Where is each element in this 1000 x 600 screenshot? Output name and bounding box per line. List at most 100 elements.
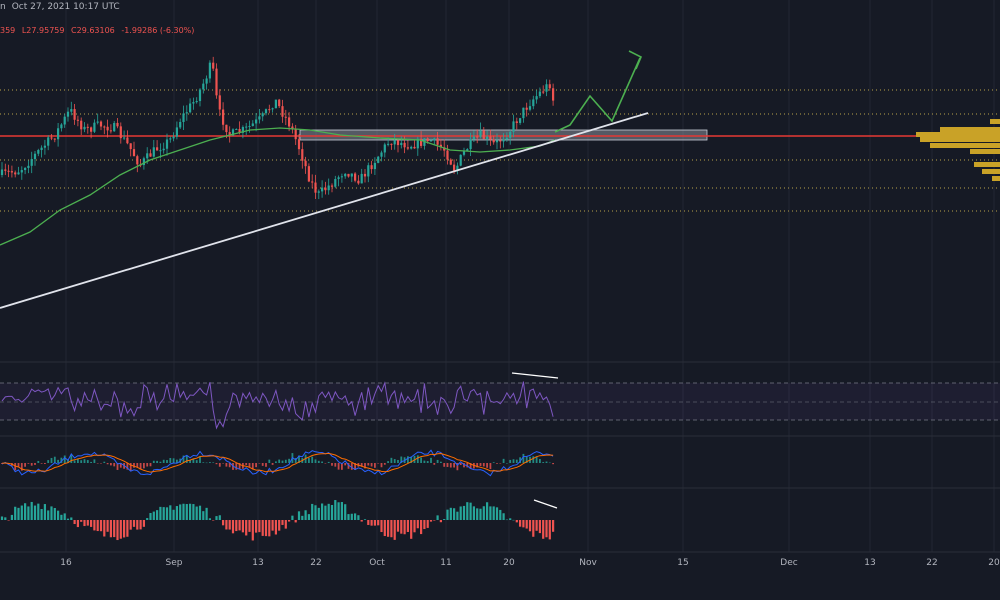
candle-body [542, 91, 545, 93]
momentum-histogram-bar [532, 520, 535, 537]
candle-body [416, 138, 419, 149]
macd-histogram-bar [492, 462, 495, 463]
momentum-histogram-bar [268, 520, 271, 537]
momentum-histogram-bar [73, 520, 76, 525]
momentum-histogram-bar [80, 520, 83, 522]
momentum-histogram-bar [439, 520, 442, 523]
macd-histogram-bar [397, 459, 399, 463]
momentum-histogram-bar [175, 506, 178, 520]
candle-body [373, 162, 376, 170]
x-tick-label: Dec [780, 558, 798, 568]
candle-body [482, 130, 485, 139]
momentum-histogram-bar [103, 520, 106, 537]
momentum-histogram-bar [334, 500, 337, 520]
momentum-histogram-bar [149, 513, 152, 520]
candle-body [410, 146, 413, 149]
signal-line [1, 452, 554, 473]
macd-histogram-bar [83, 459, 86, 463]
momentum-histogram-bar [294, 520, 297, 523]
macd-histogram-bar [446, 463, 449, 467]
candle-body [380, 152, 383, 157]
candle-body [241, 127, 244, 133]
macd-histogram-bar [192, 458, 195, 463]
macd-histogram-bar [548, 462, 551, 464]
candle-body [14, 172, 17, 175]
momentum-histogram-bar [360, 520, 363, 522]
momentum-histogram-bar [472, 506, 475, 520]
macd-histogram-bar [271, 463, 274, 465]
momentum-histogram-bar [390, 520, 393, 538]
momentum-histogram-bar [60, 514, 63, 520]
momentum-histogram-bar [387, 520, 390, 537]
macd-histogram-bar [172, 458, 175, 463]
macd-histogram-bar [456, 463, 459, 471]
macd-histogram-bar [63, 455, 66, 463]
momentum-histogram-bar [33, 505, 37, 520]
momentum-histogram-bar [350, 513, 353, 520]
macd-histogram-bar [268, 459, 271, 463]
candle-body [357, 180, 360, 184]
momentum-histogram-bar [231, 520, 235, 534]
momentum-histogram-bar [192, 504, 195, 520]
macd-histogram-bar [146, 463, 149, 467]
candle-body [165, 139, 169, 149]
momentum-histogram-bar [486, 502, 489, 520]
momentum-histogram-bar [136, 520, 139, 530]
candle-body [215, 68, 218, 96]
macd-histogram-bar [215, 463, 218, 465]
macd-histogram-bar [496, 463, 498, 464]
candle-body [479, 130, 482, 137]
candle-body [96, 121, 99, 123]
candle-body [522, 107, 525, 119]
rsi-band [0, 383, 1000, 420]
macd-histogram-bar [542, 462, 545, 463]
candle-body [248, 126, 251, 128]
macd-histogram-bar [37, 460, 40, 463]
macd-histogram-bar [350, 463, 353, 470]
momentum-histogram-bar [241, 520, 244, 533]
candle-body [436, 138, 439, 145]
momentum-histogram-bar [545, 520, 548, 538]
open-value: 359 [0, 26, 16, 35]
candle-body [136, 156, 139, 165]
macd-histogram-bar [139, 463, 142, 470]
volume-profile-bar [992, 176, 1000, 181]
candle-body [406, 147, 409, 149]
macd-histogram-bar [17, 463, 20, 467]
macd-histogram-bar [245, 463, 248, 465]
momentum-histogram-bar [212, 520, 215, 521]
macd-histogram-bar [374, 463, 376, 468]
momentum-histogram-bar [248, 520, 251, 532]
candle-body [149, 153, 152, 157]
volume-profile-bar [974, 162, 1000, 167]
momentum-histogram-bar [330, 505, 334, 520]
candle-body [30, 159, 33, 166]
candle-body [93, 122, 96, 132]
momentum-histogram-bar [165, 507, 169, 520]
momentum-histogram-bar [182, 503, 185, 520]
macd-histogram-bar [162, 459, 165, 463]
momentum-histogram-bar [53, 508, 56, 520]
momentum-histogram-bar [505, 519, 508, 521]
momentum-histogram-bar [225, 520, 228, 530]
momentum-histogram-bar [76, 520, 79, 528]
macd-histogram-bar [317, 460, 320, 463]
macd-histogram-bar [34, 463, 36, 465]
macd-histogram-bar [176, 459, 178, 463]
candle-body [396, 140, 400, 146]
momentum-histogram-bar [304, 510, 307, 520]
candle-body [255, 119, 258, 124]
x-tick-label: Nov [579, 558, 597, 568]
macd-histogram-bar [506, 462, 508, 464]
macd-histogram-bar [14, 463, 17, 471]
momentum-histogram-bar [297, 511, 301, 520]
candle-body [70, 109, 73, 112]
candle-body [27, 165, 30, 168]
momentum-histogram-bar [383, 520, 386, 537]
macd-histogram-bar [235, 463, 238, 470]
macd-histogram-bar [212, 462, 215, 463]
momentum-histogram-bar [245, 520, 248, 536]
macd-histogram-bar [367, 463, 370, 466]
momentum-histogram-bar [47, 510, 50, 520]
